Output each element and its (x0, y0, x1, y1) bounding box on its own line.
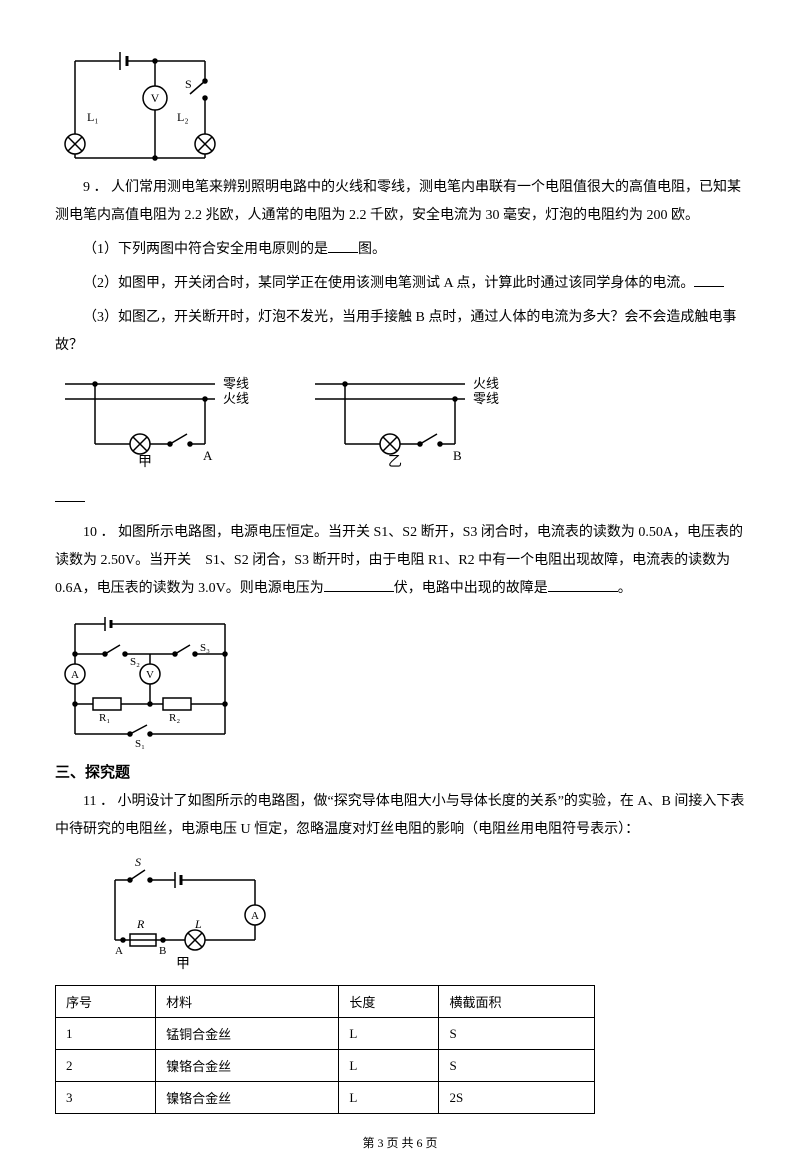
table-row: 3 镍铬合金丝 L 2S (56, 1082, 595, 1114)
yi-label: 乙 (388, 454, 402, 469)
table-cell: L (339, 1050, 439, 1082)
b-label: B (453, 448, 462, 463)
table-cell: 镍铬合金丝 (156, 1050, 339, 1082)
q10-stem: 10 ． 如图所示电路图，电源电压恒定。当开关 S1、S2 断开，S3 闭合时，… (55, 519, 745, 603)
table-row: 2 镍铬合金丝 L S (56, 1050, 595, 1082)
s2-label: S₂ (130, 656, 140, 668)
table-header: 材料 (156, 986, 339, 1018)
q9-part3: （3）如图乙，开关断开时，灯泡不发光，当用手接触 B 点时，通过人体的电流为多大… (55, 304, 745, 360)
q11-stem: 11 ． 小明设计了如图所示的电路图，做“探究导体电阻大小与导体长度的关系”的实… (55, 788, 745, 844)
q10-circuit-figure: A V S₂ S₃ S₁ R₁ R₂ (55, 609, 745, 749)
q10-blank1 (324, 591, 394, 592)
table-header: 序号 (56, 986, 156, 1018)
q11-ammeter-label: A (251, 910, 259, 922)
q9-part2: （2）如图甲，开关闭合时，某同学正在使用该测电笔测试 A 点，计算此时通过该同学… (55, 270, 745, 298)
fire-label: 火线 (223, 391, 249, 406)
q11-s-label: S (135, 855, 141, 869)
fire-label-2: 火线 (473, 376, 499, 391)
section-3-title: 三、探究题 (55, 761, 745, 782)
table-cell: 锰铜合金丝 (156, 1018, 339, 1050)
q9-figure-jia: 零线 火线 A 甲 (55, 374, 265, 469)
switch-label: S (185, 77, 192, 91)
table-row: 1 锰铜合金丝 L S (56, 1018, 595, 1050)
voltmeter-label-2: V (146, 669, 154, 681)
jia-label: 甲 (138, 455, 152, 469)
table-row: 序号 材料 长度 横截面积 (56, 986, 595, 1018)
q10-blank2 (548, 591, 618, 592)
q8-circuit-figure: V S L₁ L₂ (55, 46, 745, 166)
q11-l-label: L (194, 917, 202, 931)
q9-p1-after: 图。 (358, 242, 386, 257)
table-cell: L (339, 1082, 439, 1114)
r1-label: R₁ (99, 712, 110, 724)
q9-part1: （1）下列两图中符合安全用电原则的是 图。 (55, 236, 745, 264)
voltmeter-label: V (151, 91, 160, 105)
l2-label: L₂ (177, 110, 189, 124)
table-cell: 2S (439, 1082, 595, 1114)
q11-b-label: B (159, 945, 166, 957)
q9-figure-yi: 火线 零线 B 乙 (305, 374, 515, 469)
q11-jia-label: 甲 (176, 957, 190, 972)
q9-stem: 9 ． 人们常用测电笔来辨别照明电路中的火线和零线，测电笔内串联有一个电阻值很大… (55, 174, 745, 230)
q9-p1-blank (328, 252, 358, 253)
q10-stem-d: 。 (618, 581, 632, 596)
q9-p2-blank (694, 286, 724, 287)
s1-label: S₁ (135, 738, 145, 749)
table-header: 长度 (339, 986, 439, 1018)
r2-label: R₂ (169, 712, 180, 724)
zero-label-2: 零线 (473, 391, 499, 406)
page-footer: 第 3 页 共 6 页 (55, 1134, 745, 1151)
ammeter-label: A (71, 669, 79, 681)
q11-r-label: R (136, 917, 145, 931)
s3-label: S₃ (200, 642, 210, 654)
q11-circuit-figure: S R L A A B 甲 (95, 850, 745, 975)
table-cell: S (439, 1050, 595, 1082)
q10-stem-c: 伏，电路中出现的故障是 (394, 581, 548, 596)
l1-label: L₁ (87, 110, 99, 124)
q9-p2-before: （2）如图甲，开关闭合时，某同学正在使用该测电笔测试 A 点，计算此时通过该同学… (83, 276, 694, 291)
q11-a-label: A (115, 945, 123, 957)
zero-label: 零线 (223, 376, 249, 391)
q9-blank-line (55, 485, 745, 513)
q9-p1-before: （1）下列两图中符合安全用电原则的是 (83, 242, 328, 257)
table-cell: 镍铬合金丝 (156, 1082, 339, 1114)
table-cell: L (339, 1018, 439, 1050)
table-cell: 2 (56, 1050, 156, 1082)
q11-table: 序号 材料 长度 横截面积 1 锰铜合金丝 L S 2 镍铬合金丝 L S 3 … (55, 985, 595, 1114)
a-label: A (203, 448, 213, 463)
table-cell: 3 (56, 1082, 156, 1114)
table-cell: 1 (56, 1018, 156, 1050)
table-header: 横截面积 (439, 986, 595, 1018)
table-cell: S (439, 1018, 595, 1050)
